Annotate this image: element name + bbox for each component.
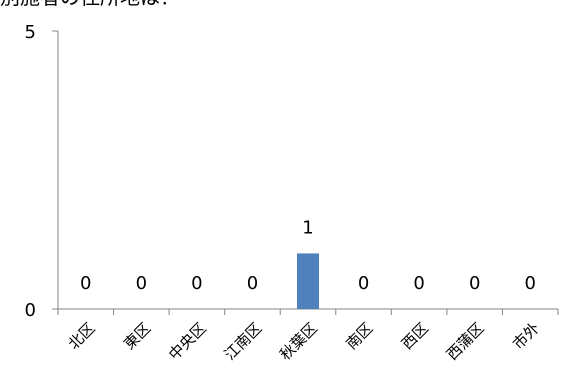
x-tick-label: 中央区 bbox=[165, 319, 210, 364]
x-tick-label: 南区 bbox=[342, 319, 376, 353]
data-label: 0 bbox=[136, 273, 147, 294]
y-tick-label: 5 bbox=[25, 22, 36, 43]
x-tick-label: 東区 bbox=[120, 319, 154, 353]
data-label: 0 bbox=[524, 273, 535, 294]
data-label: 1 bbox=[302, 217, 313, 238]
x-tick-label: 西蒲区 bbox=[443, 319, 488, 364]
x-tick-label: 北区 bbox=[65, 319, 99, 353]
chart-title: 別施者の住所地は？ bbox=[0, 0, 180, 8]
x-tick-label: 秋葉区 bbox=[276, 319, 321, 364]
data-label: 0 bbox=[191, 273, 202, 294]
x-tick-label: 西区 bbox=[398, 319, 432, 353]
data-label: 0 bbox=[80, 273, 91, 294]
data-label: 0 bbox=[358, 273, 369, 294]
x-tick-label: 江南区 bbox=[221, 319, 266, 364]
x-tick-label: 市外 bbox=[509, 319, 543, 353]
data-label: 0 bbox=[469, 273, 480, 294]
data-label: 0 bbox=[247, 273, 258, 294]
y-tick-label: 0 bbox=[25, 300, 36, 321]
data-label: 0 bbox=[413, 273, 424, 294]
bar bbox=[297, 253, 319, 309]
